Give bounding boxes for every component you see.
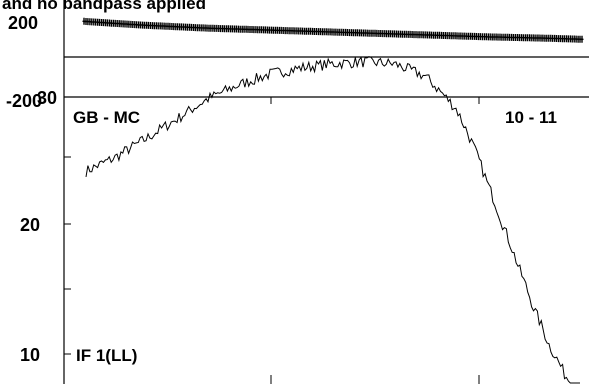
amplitude-panel: 30 20 10 GB - MC 10 - 11 IF 1(LL) <box>20 56 580 384</box>
phase-series-line <box>82 17 584 43</box>
amp-tick-30: 30 <box>37 88 57 108</box>
phase-tick-bottom: -200 <box>6 91 42 111</box>
phase-tick-top: 200 <box>8 13 38 33</box>
scan-label: 10 - 11 <box>505 108 557 127</box>
amplitude-series-line <box>85 56 580 384</box>
amp-tick-10: 10 <box>20 345 40 365</box>
phase-panel: 200 -200 <box>6 0 589 111</box>
amp-tick-20: 20 <box>20 215 40 235</box>
if-label: IF 1(LL) <box>76 346 137 365</box>
baseline-label: GB - MC <box>73 108 140 127</box>
chart-title: and no bandpass applied <box>2 0 206 13</box>
